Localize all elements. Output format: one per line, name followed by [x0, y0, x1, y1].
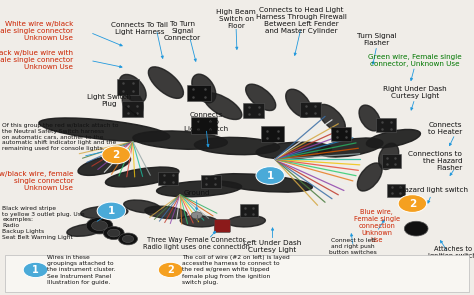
Ellipse shape [78, 155, 130, 176]
Ellipse shape [119, 74, 146, 103]
Ellipse shape [357, 163, 382, 191]
Text: Three Way Female Connector.
Radio light uses one connection: Three Way Female Connector. Radio light … [143, 237, 250, 250]
Ellipse shape [194, 137, 280, 155]
Ellipse shape [256, 142, 332, 159]
Ellipse shape [180, 216, 218, 227]
Text: Connects to Head Light
Harness Through Firewall
Between Left Fender
and Master C: Connects to Head Light Harness Through F… [255, 7, 346, 34]
Text: Connects To Tail
Light Harness: Connects To Tail Light Harness [111, 22, 168, 35]
Ellipse shape [192, 74, 216, 103]
Circle shape [158, 262, 183, 278]
Text: Of this group the red w/black attach to
the Neutral Safety Switch harness
on aut: Of this group the red w/black attach to … [2, 123, 119, 151]
Text: Wires in these
groupings attached to
the instrument cluster.
See Instrument Pane: Wires in these groupings attached to the… [47, 255, 116, 285]
FancyBboxPatch shape [122, 101, 143, 117]
Text: Hazard light switch: Hazard light switch [399, 187, 468, 193]
FancyBboxPatch shape [5, 255, 469, 292]
Circle shape [404, 221, 428, 236]
Text: Ground: Ground [183, 190, 210, 196]
FancyBboxPatch shape [240, 204, 258, 217]
Ellipse shape [39, 118, 170, 142]
Text: Connects
to Stop
Light Switch: Connects to Stop Light Switch [184, 112, 228, 132]
FancyBboxPatch shape [117, 79, 139, 95]
FancyBboxPatch shape [214, 219, 230, 232]
FancyBboxPatch shape [387, 184, 405, 197]
Ellipse shape [366, 130, 420, 148]
Text: Green wire, Female single
connector, Unknown Use: Green wire, Female single connector, Unk… [368, 54, 462, 67]
FancyBboxPatch shape [261, 126, 284, 142]
Text: Turn Signal
Flasher: Turn Signal Flasher [357, 33, 397, 46]
Ellipse shape [319, 138, 383, 157]
Text: 2: 2 [112, 150, 120, 160]
Text: To Turn
Signal
Connector: To Turn Signal Connector [164, 21, 201, 41]
FancyBboxPatch shape [243, 103, 264, 118]
Ellipse shape [148, 67, 183, 98]
Ellipse shape [379, 143, 399, 169]
Text: Blue wire,
Female single
connection
Unknown
Use: Blue wire, Female single connection Unkn… [354, 209, 400, 243]
Text: Red w/black wire, female
single connector
Unknown Use: Red w/black wire, female single connecto… [0, 171, 73, 191]
Text: High Beam
Switch on
Floor: High Beam Switch on Floor [216, 9, 256, 29]
FancyBboxPatch shape [158, 172, 178, 185]
Text: Light Switch
Plug: Light Switch Plug [87, 94, 131, 107]
Circle shape [86, 217, 113, 234]
Text: Black w/blue wire with
Female single connector
Unknown Use: Black w/blue wire with Female single con… [0, 50, 73, 71]
Circle shape [118, 233, 137, 245]
FancyBboxPatch shape [187, 85, 211, 101]
Text: Connect to left
and right push
button switches
in door pillars for
curtesy light: Connect to left and right push button sw… [328, 238, 379, 266]
Ellipse shape [105, 167, 179, 187]
Circle shape [122, 235, 134, 242]
Ellipse shape [204, 93, 242, 119]
Ellipse shape [67, 224, 104, 236]
Text: Connects
to Heater: Connects to Heater [428, 122, 462, 135]
Ellipse shape [319, 104, 345, 132]
Ellipse shape [286, 89, 311, 117]
Ellipse shape [228, 216, 265, 227]
FancyBboxPatch shape [201, 175, 221, 188]
Ellipse shape [133, 131, 228, 149]
Ellipse shape [145, 206, 187, 219]
Circle shape [103, 227, 124, 240]
FancyBboxPatch shape [331, 127, 351, 141]
FancyBboxPatch shape [382, 154, 401, 168]
Text: 1: 1 [32, 265, 39, 275]
Ellipse shape [81, 206, 128, 219]
Text: Attaches to
Ignition switch: Attaches to Ignition switch [428, 246, 474, 259]
Ellipse shape [246, 84, 276, 111]
Text: Left Under Dash
Curtesy Light: Left Under Dash Curtesy Light [244, 240, 301, 253]
FancyBboxPatch shape [191, 117, 217, 134]
Text: Connections to
the Hazard
Flasher: Connections to the Hazard Flasher [408, 151, 462, 171]
Circle shape [398, 195, 427, 212]
Ellipse shape [124, 200, 161, 213]
Ellipse shape [122, 90, 143, 116]
Ellipse shape [209, 174, 312, 192]
Text: White wire w/black
Female single connector
Unknown Use: White wire w/black Female single connect… [0, 21, 73, 41]
Circle shape [256, 167, 284, 184]
Circle shape [91, 221, 108, 231]
Text: 2: 2 [409, 199, 416, 209]
Circle shape [191, 212, 202, 219]
Text: Black wired stripe
to yellow 3 outlet plug. Use
examples:
Radio
Backup Lights
Se: Black wired stripe to yellow 3 outlet pl… [2, 206, 85, 240]
FancyBboxPatch shape [300, 102, 321, 117]
Ellipse shape [359, 105, 381, 131]
Circle shape [23, 262, 48, 278]
Text: The coil of wire (#2 on left) is layed
accessthe harness to connect to
the red w: The coil of wire (#2 on left) is layed a… [182, 255, 290, 285]
Circle shape [102, 146, 130, 164]
Circle shape [108, 229, 120, 237]
Text: 1: 1 [266, 171, 274, 181]
FancyBboxPatch shape [376, 118, 396, 132]
Text: 1: 1 [108, 206, 115, 216]
Text: Right Under Dash
Curtesy Light: Right Under Dash Curtesy Light [383, 86, 447, 99]
Circle shape [97, 202, 126, 220]
Ellipse shape [156, 181, 242, 197]
Text: 2: 2 [167, 265, 174, 275]
